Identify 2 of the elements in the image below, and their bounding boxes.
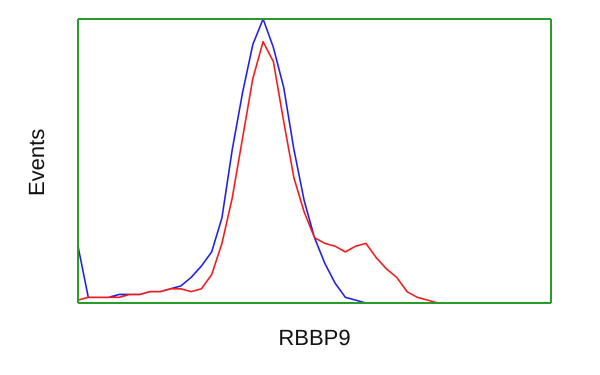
x-axis-title: RBBP9 — [278, 325, 351, 350]
y-axis-title: Events — [24, 128, 49, 196]
